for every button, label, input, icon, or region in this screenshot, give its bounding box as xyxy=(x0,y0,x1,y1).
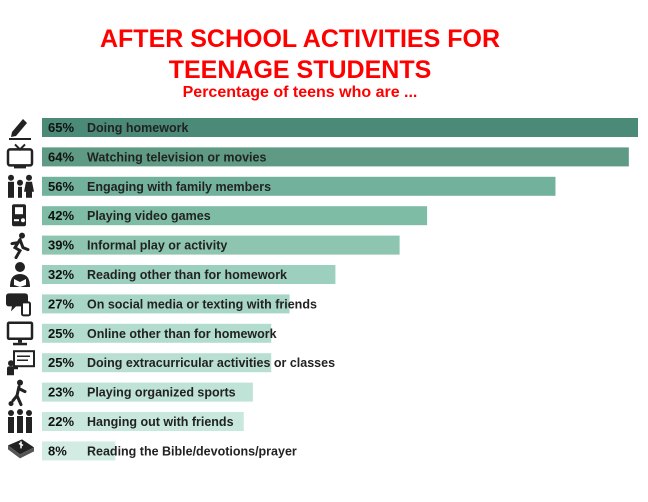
category-label: On social media or texting with friends xyxy=(87,297,317,311)
chart-title-line-2: TEENAGE STUDENTS xyxy=(168,56,432,84)
value-label: 39% xyxy=(48,238,74,253)
value-label: 65% xyxy=(48,120,74,135)
value-label: 8% xyxy=(48,443,67,458)
category-label: Engaging with family members xyxy=(87,180,271,194)
category-label: Reading other than for homework xyxy=(87,268,287,282)
bible-icon xyxy=(8,439,34,459)
bar-2 xyxy=(42,147,629,167)
bar-7 xyxy=(42,294,290,314)
value-label: 23% xyxy=(48,385,74,400)
value-label: 56% xyxy=(48,179,74,194)
category-label: Reading the Bible/devotions/prayer xyxy=(87,444,297,458)
bar-11 xyxy=(42,412,244,431)
bar-5 xyxy=(42,235,400,255)
friends-icon xyxy=(8,409,32,433)
reading-person-icon xyxy=(10,262,30,287)
chat-bubble-icon xyxy=(6,293,31,317)
value-label: 27% xyxy=(48,296,74,311)
value-label: 64% xyxy=(48,149,74,164)
value-label: 25% xyxy=(48,326,74,341)
bar-12 xyxy=(42,441,116,461)
television-icon xyxy=(6,143,34,169)
category-label: Hanging out with friends xyxy=(87,415,234,429)
bar-8 xyxy=(42,323,272,343)
bar-10 xyxy=(42,382,253,402)
category-label: Watching television or movies xyxy=(87,150,266,164)
category-label: Doing extracurricular activities or clas… xyxy=(87,356,335,370)
category-label: Playing organized sports xyxy=(87,386,236,400)
category-label: Playing video games xyxy=(87,209,211,223)
pencil-icon xyxy=(9,119,31,140)
value-label: 25% xyxy=(48,355,74,370)
value-label: 22% xyxy=(48,414,74,429)
running-person-icon xyxy=(10,232,30,260)
category-label: Online other than for homework xyxy=(87,327,277,341)
bar-1 xyxy=(42,118,638,137)
bar-6 xyxy=(42,265,336,284)
chart-subtitle: Percentage of teens who are ... xyxy=(182,84,418,101)
value-label: 32% xyxy=(48,267,74,282)
bar-3 xyxy=(42,176,556,196)
monitor-icon xyxy=(6,321,34,346)
bar-9 xyxy=(42,353,272,373)
category-label: Informal play or activity xyxy=(87,239,227,253)
classroom-board-icon xyxy=(7,350,35,376)
bar-4 xyxy=(42,206,428,226)
value-label: 42% xyxy=(48,208,74,223)
category-label: Doing homework xyxy=(87,121,188,135)
family-icon xyxy=(8,174,34,198)
game-device-icon xyxy=(12,204,26,227)
chart-title-line-1: AFTER SCHOOL ACTIVITIES FOR xyxy=(99,25,500,53)
soccer-player-icon xyxy=(8,379,27,407)
